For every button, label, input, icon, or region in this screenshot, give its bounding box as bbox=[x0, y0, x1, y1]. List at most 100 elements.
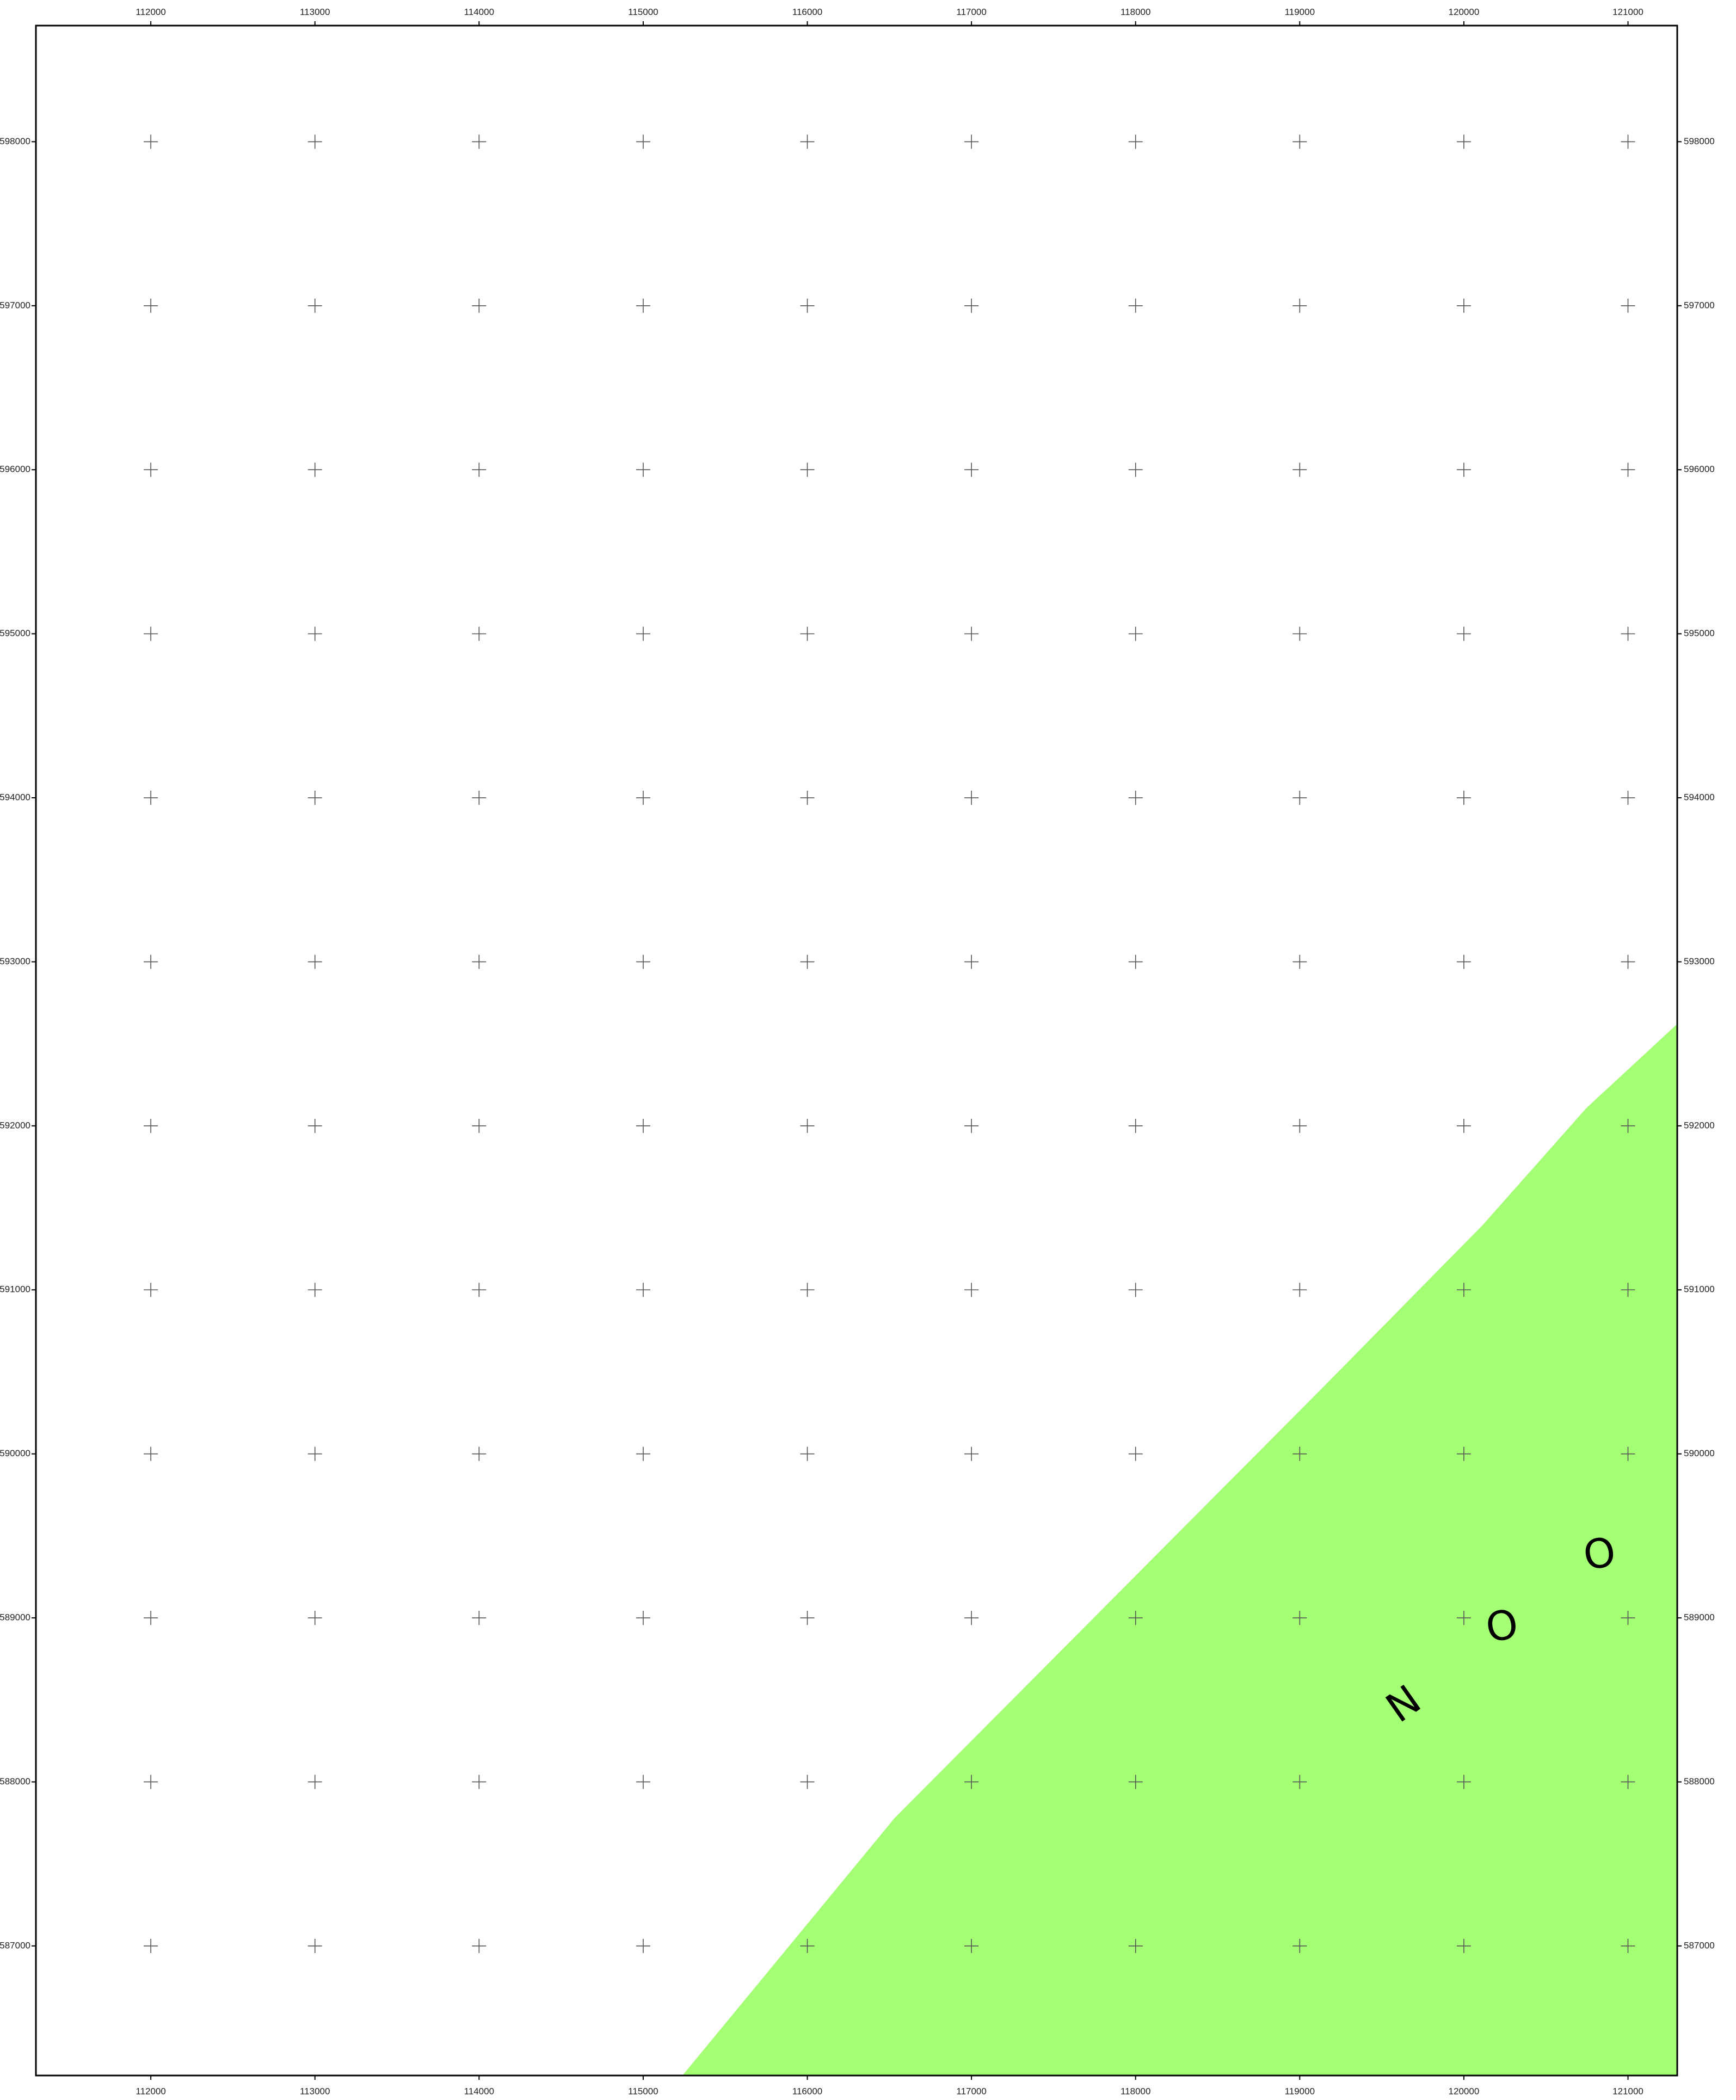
x-tick-label: 113000 bbox=[300, 7, 330, 17]
grid-cross bbox=[964, 1938, 979, 1953]
grid-cross bbox=[1292, 954, 1307, 969]
grid-cross bbox=[1292, 1775, 1307, 1789]
grid-cross bbox=[636, 463, 650, 477]
x-tick-label: 115000 bbox=[628, 7, 658, 17]
grid-cross bbox=[1292, 1938, 1307, 1953]
y-tick-label: 597000 bbox=[0, 300, 30, 310]
y-tick-label: 587000 bbox=[0, 1940, 30, 1950]
grid-cross bbox=[964, 791, 979, 805]
grid-cross bbox=[472, 1775, 487, 1789]
grid-cross bbox=[800, 463, 815, 477]
grid-cross bbox=[800, 1775, 815, 1789]
grid-cross bbox=[1292, 134, 1307, 149]
grid-cross bbox=[144, 1775, 158, 1789]
grid-cross bbox=[144, 1118, 158, 1133]
grid-cross bbox=[1128, 1283, 1143, 1297]
y-tick-label: 598000 bbox=[0, 136, 30, 146]
grid-cross bbox=[1621, 1611, 1635, 1625]
grid-cross bbox=[1456, 626, 1471, 641]
grid-cross bbox=[964, 1611, 979, 1625]
grid-cross bbox=[307, 626, 322, 641]
grid-cross bbox=[636, 1938, 650, 1953]
grid-cross bbox=[144, 1611, 158, 1625]
grid-cross bbox=[472, 1446, 487, 1461]
grid-cross bbox=[307, 1611, 322, 1625]
grid-cross bbox=[307, 1775, 322, 1789]
grid-cross bbox=[1621, 626, 1635, 641]
grid-cross bbox=[1456, 1283, 1471, 1297]
x-tick-label: 116000 bbox=[792, 2086, 822, 2096]
grid-cross bbox=[472, 1611, 487, 1625]
grid-cross bbox=[1292, 791, 1307, 805]
grid-cross bbox=[1621, 954, 1635, 969]
grid-cross bbox=[1292, 463, 1307, 477]
grid-cross bbox=[800, 1611, 815, 1625]
x-tick-label: 117000 bbox=[956, 7, 986, 17]
y-tick-label: 596000 bbox=[1684, 464, 1715, 475]
grid-cross bbox=[144, 791, 158, 805]
y-tick-label: 589000 bbox=[1684, 1612, 1715, 1623]
grid-cross bbox=[800, 134, 815, 149]
map-frame bbox=[35, 24, 1678, 2077]
y-tick-label: 593000 bbox=[0, 956, 30, 966]
grid-cross bbox=[307, 1283, 322, 1297]
grid-cross bbox=[472, 298, 487, 313]
x-tick-label: 114000 bbox=[464, 7, 494, 17]
grid-cross bbox=[144, 626, 158, 641]
grid-cross bbox=[964, 298, 979, 313]
grid-cross bbox=[636, 626, 650, 641]
grid-cross bbox=[1292, 1283, 1307, 1297]
grid-cross bbox=[472, 626, 487, 641]
grid-cross bbox=[1621, 1446, 1635, 1461]
x-tick-label: 121000 bbox=[1612, 7, 1643, 17]
x-tick-label: 120000 bbox=[1449, 7, 1480, 17]
grid-cross bbox=[964, 134, 979, 149]
grid-cross bbox=[1621, 1118, 1635, 1133]
x-tick-label: 119000 bbox=[1285, 7, 1315, 17]
x-tick-label: 114000 bbox=[464, 2086, 494, 2096]
grid-cross bbox=[1456, 954, 1471, 969]
grid-cross bbox=[964, 954, 979, 969]
y-tick-label: 587000 bbox=[1684, 1940, 1715, 1950]
grid-cross bbox=[636, 954, 650, 969]
grid-cross bbox=[1621, 1938, 1635, 1953]
grid-cross bbox=[800, 1938, 815, 1953]
grid-cross bbox=[1621, 1283, 1635, 1297]
grid-cross bbox=[636, 1446, 650, 1461]
x-tick-label: 112000 bbox=[136, 7, 165, 17]
grid-cross bbox=[1128, 1118, 1143, 1133]
grid-cross bbox=[144, 954, 158, 969]
grid-cross bbox=[1292, 1611, 1307, 1625]
y-tick-label: 589000 bbox=[0, 1612, 30, 1623]
grid-cross bbox=[636, 1118, 650, 1133]
grid-cross bbox=[964, 1283, 979, 1297]
grid-cross bbox=[1292, 626, 1307, 641]
y-tick-label: 593000 bbox=[1684, 956, 1715, 966]
grid-cross bbox=[636, 298, 650, 313]
y-tick-label: 594000 bbox=[0, 792, 30, 803]
x-tick-label: 112000 bbox=[136, 2086, 165, 2096]
grid-cross bbox=[1128, 791, 1143, 805]
grid-cross bbox=[307, 1446, 322, 1461]
grid-cross bbox=[472, 134, 487, 149]
grid-cross bbox=[964, 1446, 979, 1461]
grid-cross bbox=[472, 791, 487, 805]
grid-cross bbox=[1621, 298, 1635, 313]
grid-cross bbox=[800, 1118, 815, 1133]
grid-cross bbox=[1456, 791, 1471, 805]
grid-cross bbox=[964, 1118, 979, 1133]
grid-cross bbox=[1292, 1446, 1307, 1461]
grid-cross bbox=[1621, 791, 1635, 805]
grid-cross bbox=[144, 463, 158, 477]
grid-cross bbox=[1128, 134, 1143, 149]
y-tick-label: 590000 bbox=[1684, 1448, 1715, 1458]
grid-cross bbox=[1456, 1118, 1471, 1133]
y-tick-label: 595000 bbox=[1684, 628, 1715, 638]
grid-cross bbox=[1621, 1775, 1635, 1789]
x-tick-label: 118000 bbox=[1121, 2086, 1150, 2096]
x-tick-label: 121000 bbox=[1612, 2086, 1643, 2096]
grid-cross bbox=[307, 298, 322, 313]
grid-cross bbox=[636, 1611, 650, 1625]
grid-cross bbox=[1128, 1611, 1143, 1625]
